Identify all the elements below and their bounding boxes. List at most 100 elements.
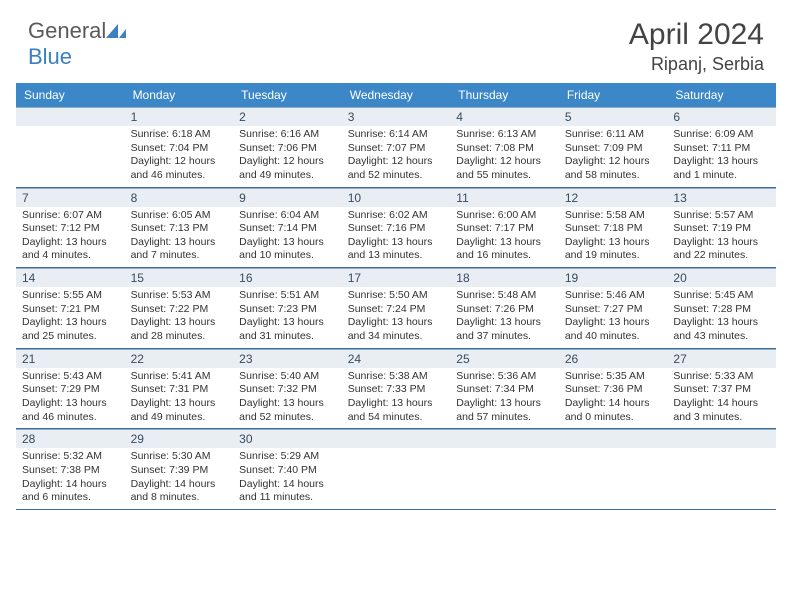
daylight-text: Daylight: 13 hours and 46 minutes. <box>22 397 119 424</box>
daylight-text: Daylight: 12 hours and 58 minutes. <box>565 155 662 182</box>
weekday-monday: Monday <box>125 83 234 107</box>
header: General Blue April 2024 Ripanj, Serbia <box>0 0 792 83</box>
sunset-text: Sunset: 7:34 PM <box>456 383 553 397</box>
day-info: Sunrise: 6:09 AMSunset: 7:11 PMDaylight:… <box>667 126 776 187</box>
sunrise-text: Sunrise: 5:58 AM <box>565 209 662 223</box>
daylight-text: Daylight: 13 hours and 1 minute. <box>673 155 770 182</box>
sunrise-text: Sunrise: 6:09 AM <box>673 128 770 142</box>
daylight-text: Daylight: 13 hours and 13 minutes. <box>348 236 445 263</box>
weeks-container: 123456Sunrise: 6:18 AMSunset: 7:04 PMDay… <box>16 107 776 510</box>
sunset-text: Sunset: 7:21 PM <box>22 303 119 317</box>
sunrise-text: Sunrise: 5:40 AM <box>239 370 336 384</box>
day-info: Sunrise: 6:11 AMSunset: 7:09 PMDaylight:… <box>559 126 668 187</box>
daylight-text: Daylight: 12 hours and 52 minutes. <box>348 155 445 182</box>
sunset-text: Sunset: 7:18 PM <box>565 222 662 236</box>
location: Ripanj, Serbia <box>629 54 764 75</box>
day-info <box>667 448 776 509</box>
sunrise-text: Sunrise: 6:04 AM <box>239 209 336 223</box>
sunset-text: Sunset: 7:07 PM <box>348 142 445 156</box>
day-info: Sunrise: 5:50 AMSunset: 7:24 PMDaylight:… <box>342 287 451 348</box>
daylight-text: Daylight: 13 hours and 22 minutes. <box>673 236 770 263</box>
sunrise-text: Sunrise: 6:02 AM <box>348 209 445 223</box>
day-number: 18 <box>450 269 559 287</box>
day-info: Sunrise: 6:16 AMSunset: 7:06 PMDaylight:… <box>233 126 342 187</box>
day-number: 16 <box>233 269 342 287</box>
day-number-strip: 123456 <box>16 107 776 126</box>
daylight-text: Daylight: 13 hours and 16 minutes. <box>456 236 553 263</box>
day-content-strip: Sunrise: 5:55 AMSunset: 7:21 PMDaylight:… <box>16 287 776 349</box>
day-info <box>559 448 668 509</box>
daylight-text: Daylight: 12 hours and 55 minutes. <box>456 155 553 182</box>
day-number: 10 <box>342 189 451 207</box>
logo-text: General Blue <box>28 18 126 70</box>
sunrise-text: Sunrise: 6:14 AM <box>348 128 445 142</box>
day-info: Sunrise: 6:07 AMSunset: 7:12 PMDaylight:… <box>16 207 125 268</box>
sunrise-text: Sunrise: 5:30 AM <box>131 450 228 464</box>
sunrise-text: Sunrise: 5:45 AM <box>673 289 770 303</box>
sunrise-text: Sunrise: 6:00 AM <box>456 209 553 223</box>
day-number: 15 <box>125 269 234 287</box>
sunset-text: Sunset: 7:40 PM <box>239 464 336 478</box>
day-content-strip: Sunrise: 6:07 AMSunset: 7:12 PMDaylight:… <box>16 207 776 269</box>
weekday-friday: Friday <box>559 83 668 107</box>
day-info: Sunrise: 5:40 AMSunset: 7:32 PMDaylight:… <box>233 368 342 429</box>
sunset-text: Sunset: 7:11 PM <box>673 142 770 156</box>
day-info: Sunrise: 5:38 AMSunset: 7:33 PMDaylight:… <box>342 368 451 429</box>
sunset-text: Sunset: 7:17 PM <box>456 222 553 236</box>
calendar: Sunday Monday Tuesday Wednesday Thursday… <box>0 83 792 510</box>
sunset-text: Sunset: 7:31 PM <box>131 383 228 397</box>
day-info: Sunrise: 6:04 AMSunset: 7:14 PMDaylight:… <box>233 207 342 268</box>
day-number: 13 <box>667 189 776 207</box>
sunset-text: Sunset: 7:06 PM <box>239 142 336 156</box>
weekday-header-row: Sunday Monday Tuesday Wednesday Thursday… <box>16 83 776 107</box>
sunrise-text: Sunrise: 6:07 AM <box>22 209 119 223</box>
daylight-text: Daylight: 13 hours and 49 minutes. <box>131 397 228 424</box>
sunrise-text: Sunrise: 5:41 AM <box>131 370 228 384</box>
day-info <box>16 126 125 187</box>
sunrise-text: Sunrise: 5:29 AM <box>239 450 336 464</box>
daylight-text: Daylight: 13 hours and 10 minutes. <box>239 236 336 263</box>
day-info: Sunrise: 5:29 AMSunset: 7:40 PMDaylight:… <box>233 448 342 509</box>
day-info: Sunrise: 5:35 AMSunset: 7:36 PMDaylight:… <box>559 368 668 429</box>
sunset-text: Sunset: 7:13 PM <box>131 222 228 236</box>
sunrise-text: Sunrise: 5:50 AM <box>348 289 445 303</box>
day-content-strip: Sunrise: 5:43 AMSunset: 7:29 PMDaylight:… <box>16 368 776 430</box>
day-content-strip: Sunrise: 6:18 AMSunset: 7:04 PMDaylight:… <box>16 126 776 188</box>
day-number: 23 <box>233 350 342 368</box>
sunset-text: Sunset: 7:16 PM <box>348 222 445 236</box>
daylight-text: Daylight: 14 hours and 6 minutes. <box>22 478 119 505</box>
sunrise-text: Sunrise: 5:36 AM <box>456 370 553 384</box>
day-info: Sunrise: 5:45 AMSunset: 7:28 PMDaylight:… <box>667 287 776 348</box>
day-info: Sunrise: 5:46 AMSunset: 7:27 PMDaylight:… <box>559 287 668 348</box>
title-block: April 2024 Ripanj, Serbia <box>629 18 764 75</box>
sunrise-text: Sunrise: 6:16 AM <box>239 128 336 142</box>
daylight-text: Daylight: 12 hours and 49 minutes. <box>239 155 336 182</box>
sunrise-text: Sunrise: 5:33 AM <box>673 370 770 384</box>
day-number: 22 <box>125 350 234 368</box>
sunrise-text: Sunrise: 5:46 AM <box>565 289 662 303</box>
day-number-strip: 282930 <box>16 429 776 448</box>
daylight-text: Daylight: 14 hours and 11 minutes. <box>239 478 336 505</box>
daylight-text: Daylight: 13 hours and 31 minutes. <box>239 316 336 343</box>
daylight-text: Daylight: 13 hours and 7 minutes. <box>131 236 228 263</box>
sunset-text: Sunset: 7:32 PM <box>239 383 336 397</box>
month-title: April 2024 <box>629 18 764 52</box>
sunset-text: Sunset: 7:33 PM <box>348 383 445 397</box>
day-number: 11 <box>450 189 559 207</box>
day-number: 17 <box>342 269 451 287</box>
sunrise-text: Sunrise: 6:13 AM <box>456 128 553 142</box>
daylight-text: Daylight: 13 hours and 37 minutes. <box>456 316 553 343</box>
day-info: Sunrise: 5:33 AMSunset: 7:37 PMDaylight:… <box>667 368 776 429</box>
day-info: Sunrise: 6:02 AMSunset: 7:16 PMDaylight:… <box>342 207 451 268</box>
day-info: Sunrise: 6:05 AMSunset: 7:13 PMDaylight:… <box>125 207 234 268</box>
sunset-text: Sunset: 7:29 PM <box>22 383 119 397</box>
daylight-text: Daylight: 13 hours and 52 minutes. <box>239 397 336 424</box>
sunset-text: Sunset: 7:27 PM <box>565 303 662 317</box>
day-info: Sunrise: 5:51 AMSunset: 7:23 PMDaylight:… <box>233 287 342 348</box>
sunset-text: Sunset: 7:37 PM <box>673 383 770 397</box>
logo-word1: General <box>28 18 106 43</box>
logo: General Blue <box>28 18 126 70</box>
sunrise-text: Sunrise: 6:05 AM <box>131 209 228 223</box>
day-number: 4 <box>450 108 559 126</box>
day-info: Sunrise: 6:14 AMSunset: 7:07 PMDaylight:… <box>342 126 451 187</box>
